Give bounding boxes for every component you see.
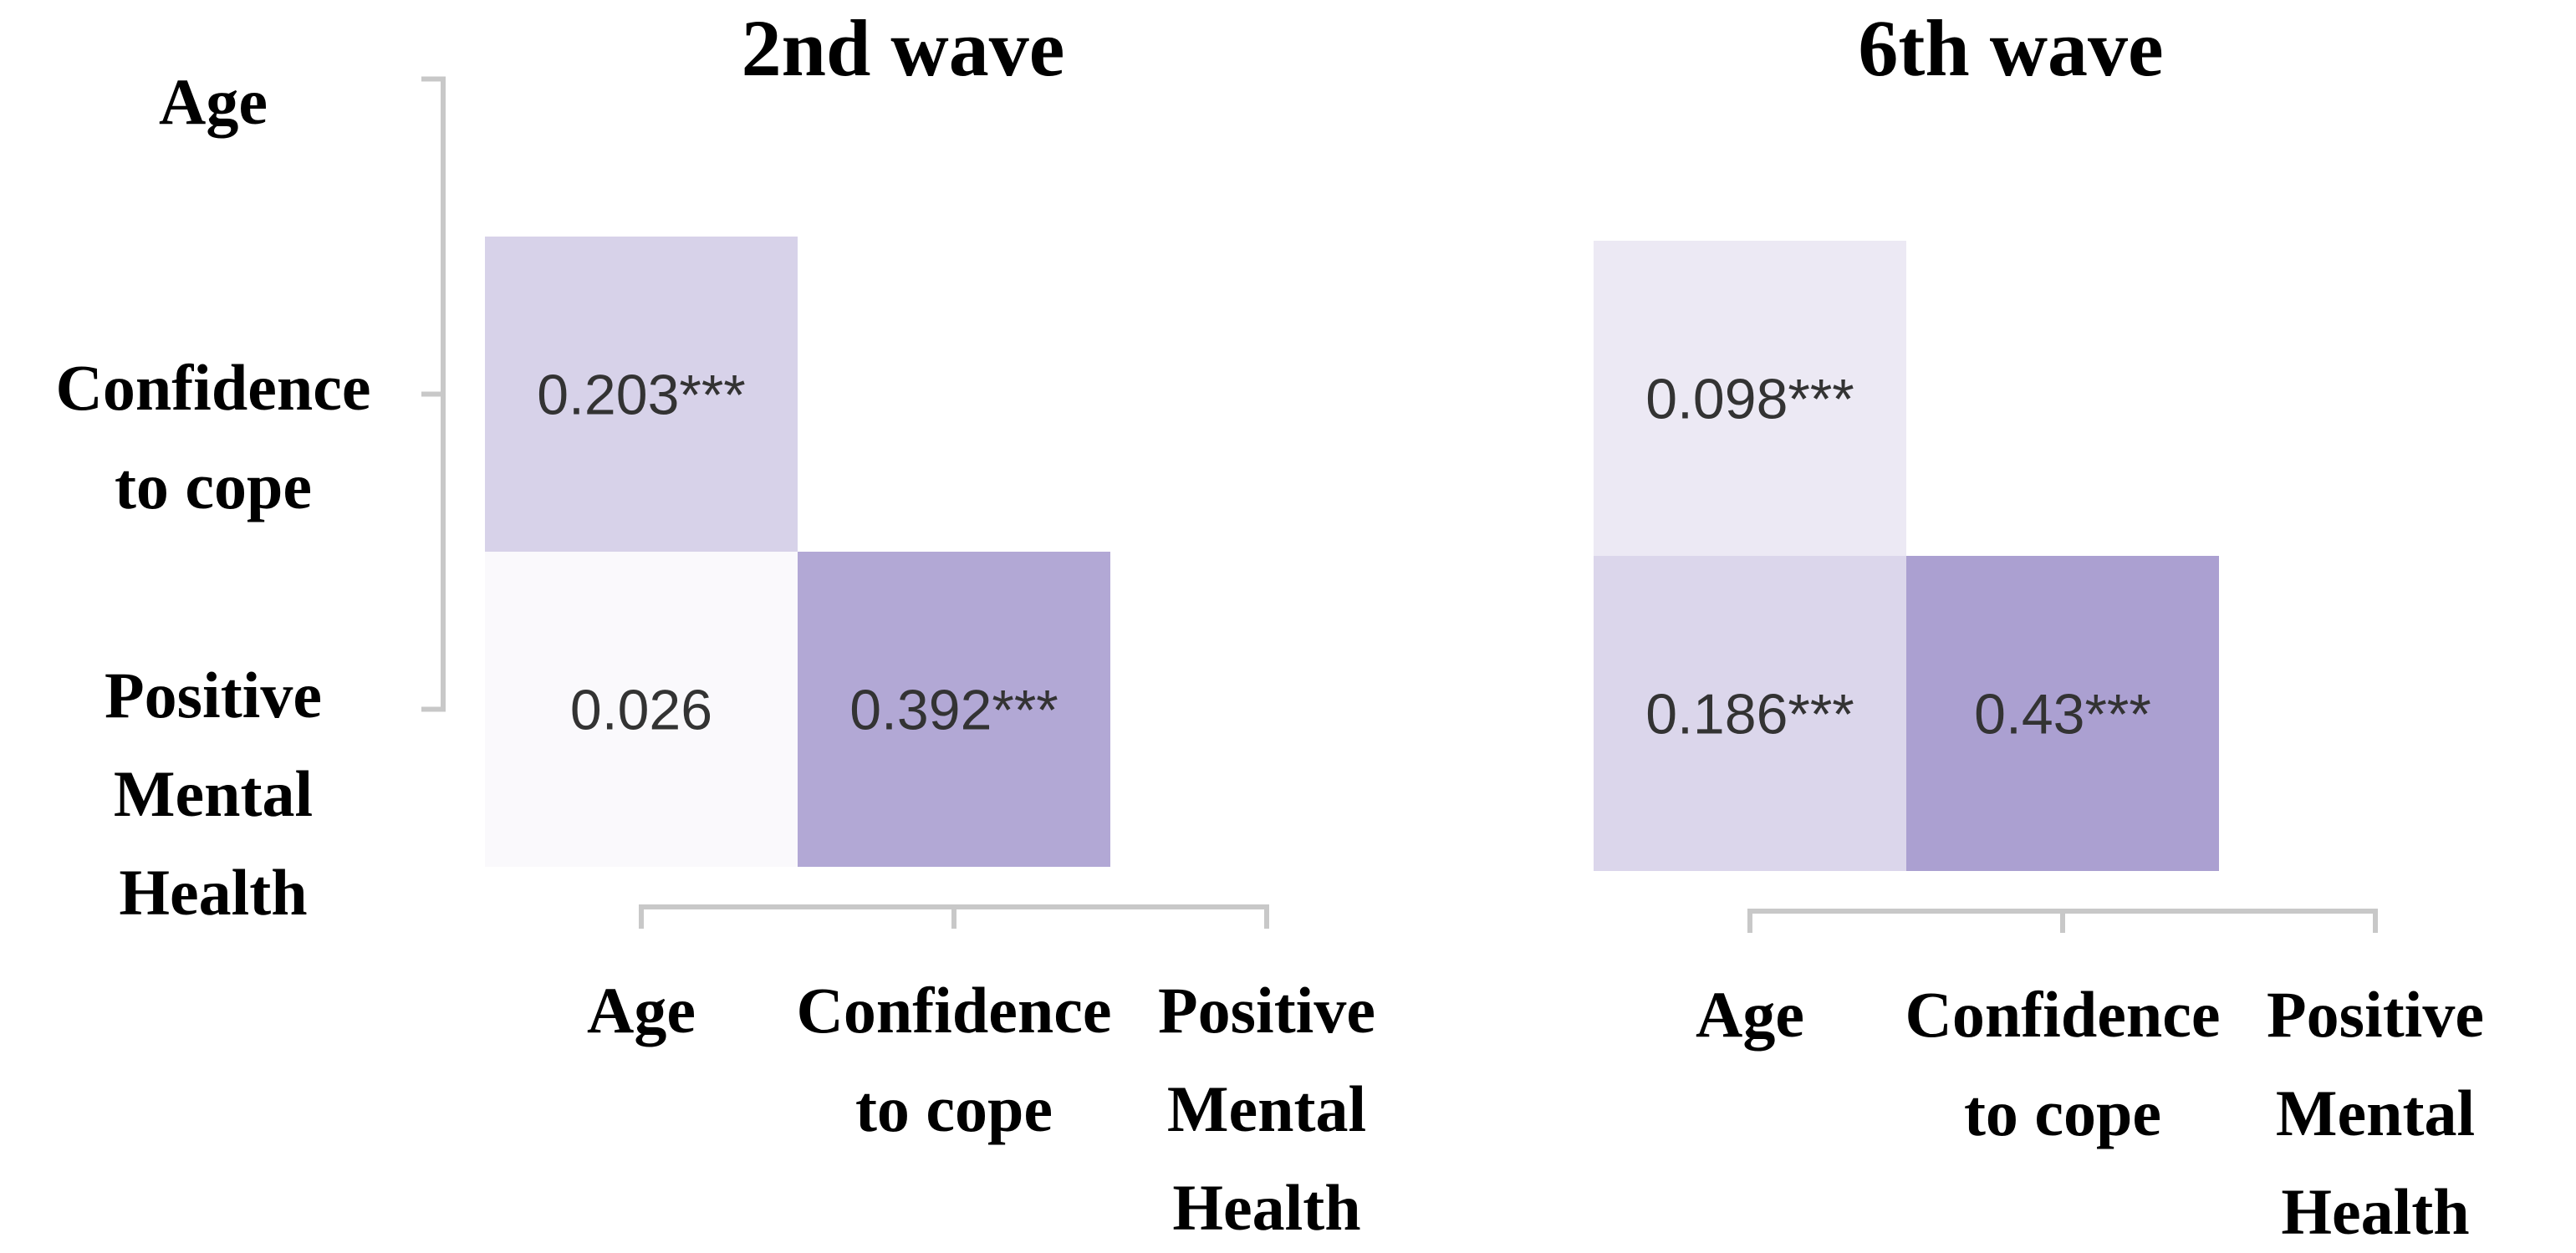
cell-value-label: 0.392*** [849, 679, 1058, 742]
heatmap-cell [798, 552, 1110, 867]
heatmap-panel-2: 6th wave 0.098*** 0.186*** 0.43*** Age Confid… [1594, 3, 2484, 1248]
heatmap-cell [485, 552, 798, 867]
x-tick-label-positive-mental-health: Positive Mental Health [2267, 978, 2484, 1248]
cell-value-label: 0.203*** [537, 364, 746, 427]
y-tick-label-positive-mental-health: Positive Mental Health [105, 659, 322, 929]
y-tick-label-age: Age [159, 65, 268, 138]
y-tick-label-confidence-to-cope: Confidence to cope [56, 351, 371, 522]
heatmap-panel-1: 2nd wave 0.203*** 0.026 0.392*** Age Confiden… [56, 3, 1375, 1244]
heatmap-cell [485, 237, 798, 552]
x-tick-label-age: Age [1696, 978, 1804, 1051]
x-tick-label-confidence-to-cope: Confidence to cope [797, 974, 1112, 1145]
cell-value-label: 0.026 [570, 679, 712, 742]
panel-title: 6th wave [1858, 3, 2163, 93]
panel-title: 2nd wave [742, 3, 1065, 93]
cell-value-label: 0.186*** [1645, 683, 1854, 746]
heatmap-cell [1906, 556, 2219, 871]
cell-value-label: 0.098*** [1645, 368, 1854, 431]
cell-value-label: 0.43*** [1974, 683, 2151, 746]
heatmap-cell [1594, 556, 1906, 871]
heatmap-cell [1594, 241, 1906, 556]
x-tick-label-positive-mental-health: Positive Mental Health [1158, 974, 1375, 1244]
x-tick-label-confidence-to-cope: Confidence to cope [1905, 978, 2221, 1149]
x-tick-label-age: Age [587, 974, 696, 1047]
